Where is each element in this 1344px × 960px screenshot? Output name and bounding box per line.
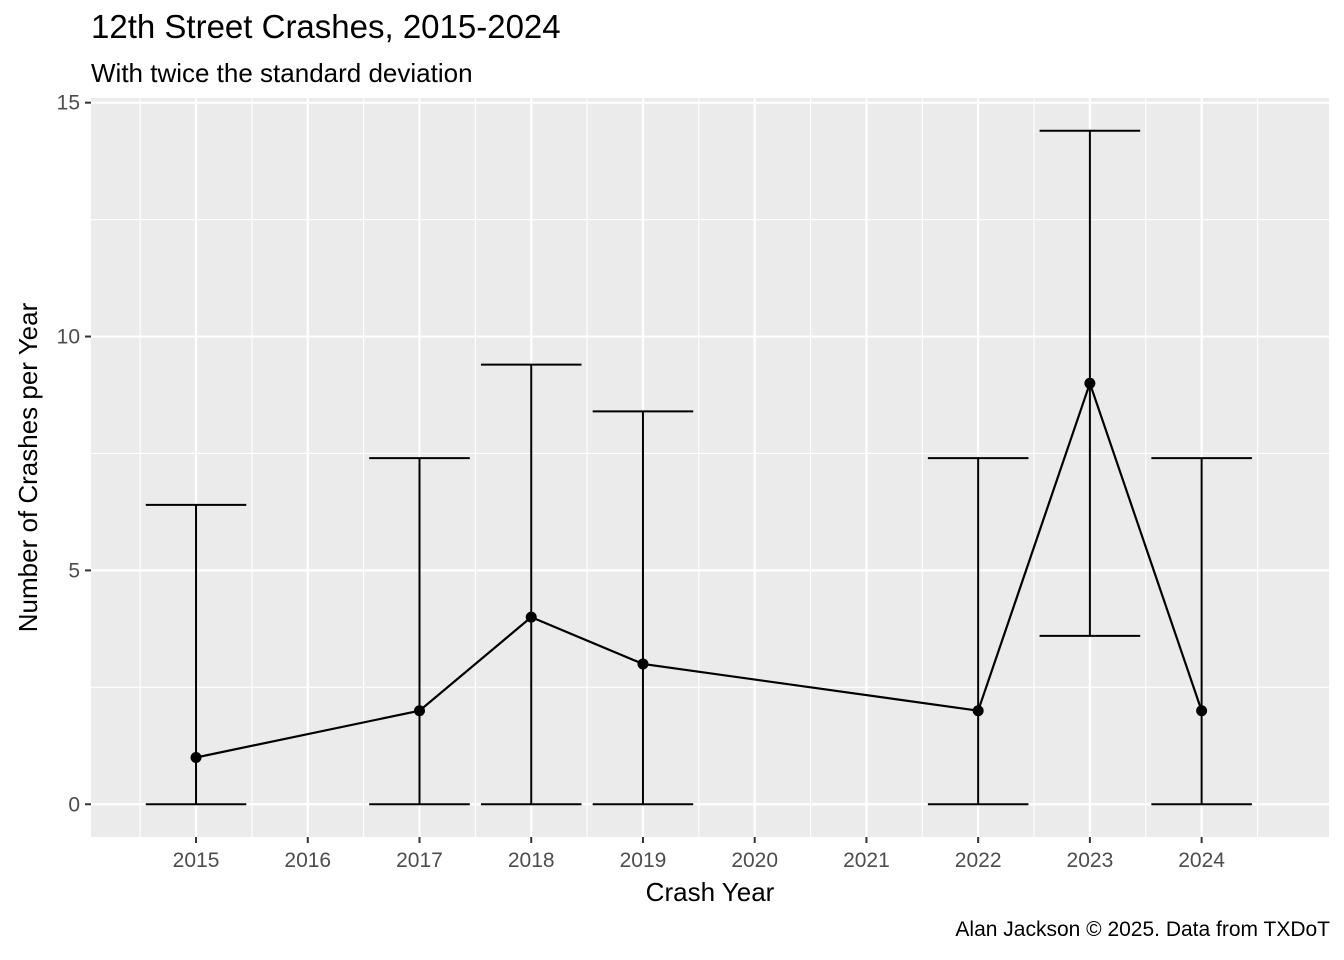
x-axis-label: Crash Year (646, 877, 775, 907)
data-point (525, 611, 537, 623)
x-tick-label: 2022 (955, 849, 1002, 872)
x-tick-label: 2015 (173, 849, 220, 872)
y-tick-label: 5 (68, 559, 80, 582)
x-tick-label: 2016 (284, 849, 331, 872)
chart-caption: Alan Jackson © 2025. Data from TXDoT (955, 918, 1330, 941)
data-point (1196, 705, 1208, 717)
x-tick-label: 2021 (843, 849, 890, 872)
data-points (190, 377, 1208, 763)
error-bar (592, 410, 694, 806)
plot-panel (91, 98, 1329, 837)
grid-minor (91, 98, 1329, 837)
x-tick-label: 2017 (396, 849, 443, 872)
data-point (190, 751, 202, 763)
y-tick-label: 0 (68, 793, 80, 816)
x-tick-label: 2020 (731, 849, 778, 872)
data-point (972, 705, 984, 717)
y-tick-label: 15 (57, 92, 80, 115)
data-point (413, 705, 425, 717)
x-tick-label: 2023 (1067, 849, 1114, 872)
x-tick-label: 2024 (1178, 849, 1225, 872)
y-tick-label: 10 (57, 326, 80, 349)
data-point (1084, 377, 1096, 389)
error-bar (480, 363, 582, 806)
x-tick-label: 2019 (620, 849, 667, 872)
y-axis-label: Number of Crashes per Year (13, 302, 43, 632)
y-axis: 0 5 10 15 (57, 92, 91, 816)
x-tick-label: 2018 (508, 849, 555, 872)
chart-title: 12th Street Crashes, 2015-2024 (91, 8, 561, 45)
x-axis: 2015 2016 2017 2018 2019 2020 2021 2022 2023 2024 (173, 837, 1225, 872)
error-bar (927, 457, 1029, 806)
data-point (637, 658, 649, 670)
error-bar (369, 457, 470, 806)
error-bar (1151, 457, 1252, 806)
chart-subtitle: With twice the standard deviation (91, 58, 473, 88)
